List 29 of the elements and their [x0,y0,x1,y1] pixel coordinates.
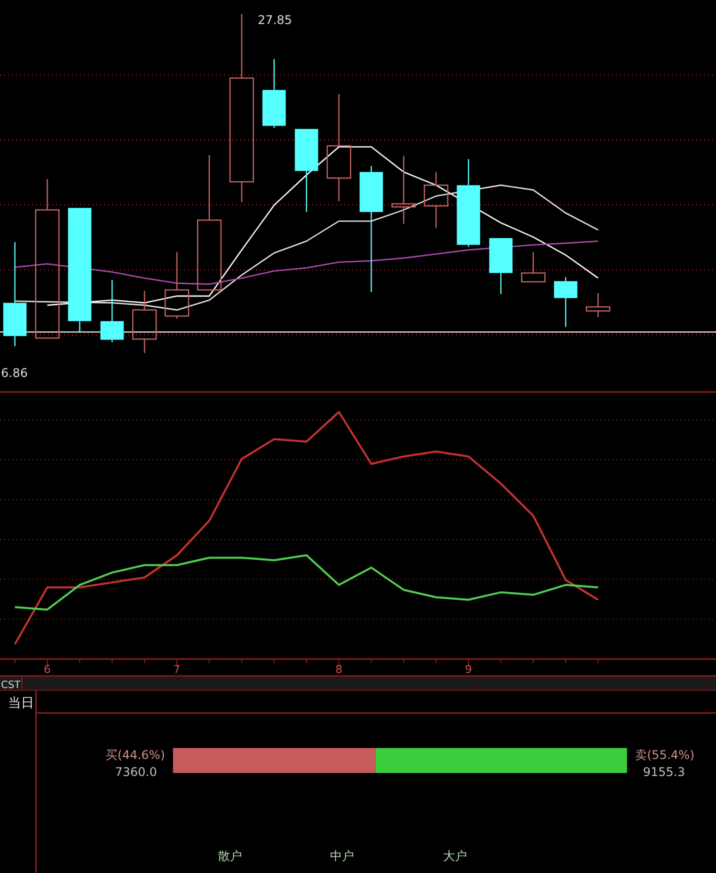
candlestick [3,242,27,347]
candlestick [229,13,254,203]
candlestick [424,171,448,229]
candlestick [326,93,352,202]
candlestick [489,238,513,295]
text: 散户 [218,849,242,863]
annotation: 27.85 [258,13,292,27]
data-label: 9155.3 [643,765,685,779]
text: 当日 [8,696,34,711]
x-tick-label: 6 [44,663,51,676]
x-tick-label: 7 [173,663,180,676]
candlestick [68,208,92,333]
x-tick-label: 9 [464,663,472,676]
candlestick [391,155,416,224]
text: CST [1,680,22,691]
candlestick [294,128,318,213]
candlestick [132,290,157,354]
series-label: 卖(55.4%) [635,748,694,762]
series-label: 买(44.6%) [106,748,165,762]
text: 大户 [443,849,467,863]
candlestick [35,178,60,339]
candlestick [360,165,383,293]
data-label: 7360.0 [115,765,157,779]
candlestick [197,154,222,291]
x-tick-label: 8 [335,663,342,676]
text: 中户 [330,849,354,863]
text: 6.86 [1,366,28,380]
candlestick [554,276,578,328]
candlestick [521,251,546,282]
